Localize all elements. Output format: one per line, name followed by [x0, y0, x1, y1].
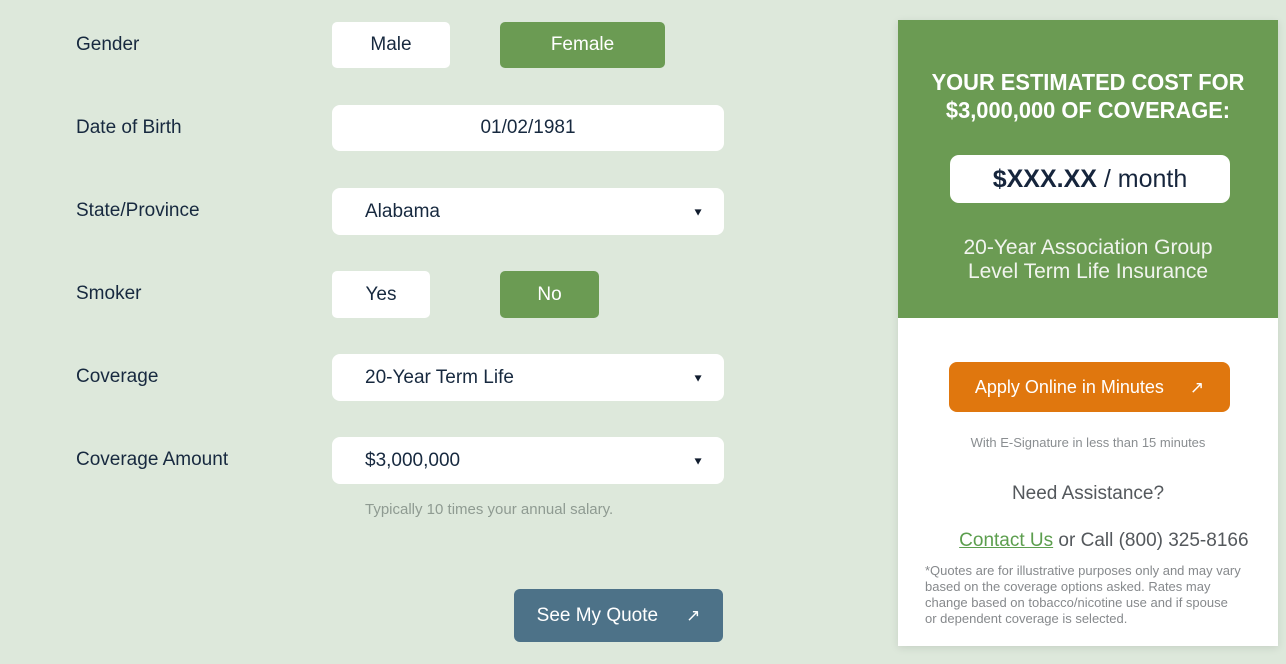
call-text: or Call (800) 325-8166 — [1053, 530, 1249, 551]
state-select[interactable]: Alabama ▼ — [332, 188, 724, 235]
smoker-yes-button[interactable]: Yes — [332, 271, 430, 318]
see-my-quote-button[interactable]: See My Quote ↗ — [514, 589, 723, 642]
quote-disclaimer: *Quotes are for illustrative purposes on… — [925, 563, 1261, 627]
dob-value: 01/02/1981 — [480, 117, 576, 138]
price-period: / month — [1096, 164, 1188, 193]
chevron-down-icon: ▼ — [692, 454, 704, 467]
contact-us-link[interactable]: Contact Us — [959, 530, 1054, 551]
coverage-value: 20-Year Term Life — [365, 366, 514, 388]
assistance-line: Contact Us or Call (800) 325-8166 — [898, 508, 1278, 574]
estimated-price-box: $XXX.XX / month — [950, 155, 1230, 203]
coverage-label: Coverage — [76, 366, 159, 387]
product-name-line2: Level Term Life Insurance — [967, 260, 1209, 283]
gender-label: Gender — [76, 34, 140, 55]
disclaimer-line1: *Quotes are for illustrative purposes on… — [925, 563, 1241, 578]
apply-online-button[interactable]: Apply Online in Minutes ↗ — [949, 362, 1230, 412]
coverage-amount-helper: Typically 10 times your annual salary. — [365, 501, 614, 518]
coverage-amount-select[interactable]: $3,000,000 ▼ — [332, 437, 724, 484]
quote-summary-panel: YOUR ESTIMATED COST FOR $3,000,000 OF CO… — [898, 20, 1278, 646]
coverage-select[interactable]: 20-Year Term Life ▼ — [332, 354, 724, 401]
quote-panel-header: YOUR ESTIMATED COST FOR $3,000,000 OF CO… — [898, 20, 1278, 318]
state-value: Alabama — [365, 200, 440, 222]
apply-online-label: Apply Online in Minutes — [974, 376, 1164, 397]
coverage-amount-value: $3,000,000 — [365, 449, 461, 471]
estimated-cost-title: YOUR ESTIMATED COST FOR $3,000,000 OF CO… — [908, 68, 1269, 124]
dob-label: Date of Birth — [76, 117, 182, 138]
esignature-note: With E-Signature in less than 15 minutes — [970, 435, 1206, 450]
smoker-no-button[interactable]: No — [500, 271, 599, 318]
disclaimer-line3: change based on tobacco/nicotine use and… — [925, 595, 1228, 610]
estimated-cost-title-line2: $3,000,000 OF COVERAGE: — [945, 97, 1231, 123]
disclaimer-line4: or dependent coverage is selected. — [925, 611, 1128, 626]
arrow-up-right-icon: ↗ — [686, 606, 701, 625]
see-my-quote-label: See My Quote — [536, 604, 659, 626]
arrow-up-right-icon: ↗ — [1189, 377, 1205, 397]
chevron-down-icon: ▼ — [692, 205, 704, 218]
gender-male-button[interactable]: Male — [332, 22, 450, 68]
coverage-amount-label: Coverage Amount — [76, 449, 229, 470]
price-placeholder: $XXX.XX — [992, 164, 1097, 193]
dob-input[interactable]: 01/02/1981 — [332, 105, 724, 151]
smoker-label: Smoker — [76, 283, 142, 304]
product-name: 20-Year Association Group Level Term Lif… — [898, 236, 1278, 284]
estimated-cost-title-line1: YOUR ESTIMATED COST FOR — [931, 69, 1245, 95]
state-label: State/Province — [76, 200, 200, 221]
gender-female-button[interactable]: Female — [500, 22, 665, 68]
chevron-down-icon: ▼ — [692, 371, 704, 384]
disclaimer-line2: based on the coverage options asked. Rat… — [925, 579, 1211, 594]
need-assistance-heading: Need Assistance? — [1011, 483, 1165, 504]
product-name-line1: 20-Year Association Group — [963, 236, 1213, 259]
